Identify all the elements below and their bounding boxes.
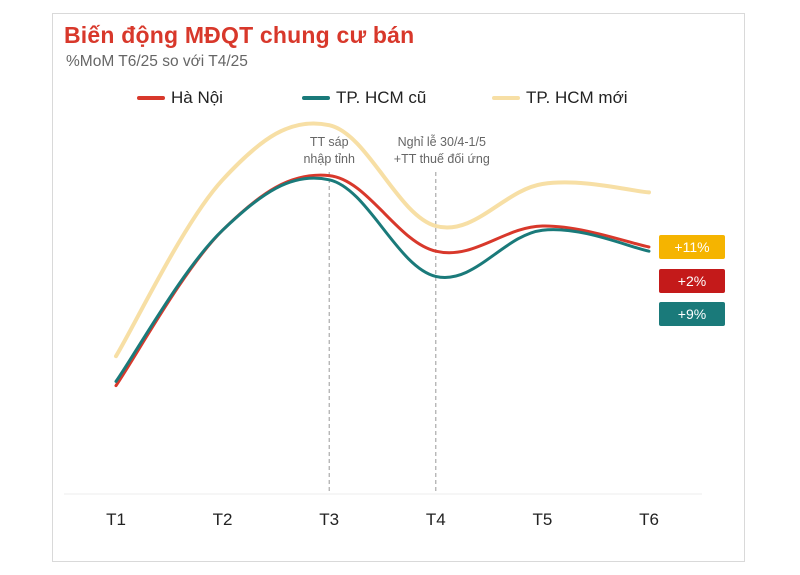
x-tick-label: T5 (532, 510, 552, 529)
legend-label: Hà Nội (171, 88, 223, 107)
annotation-text: nhập tỉnh (303, 152, 354, 166)
annotation-text: Nghỉ lễ 30/4-1/5 (398, 134, 486, 149)
event-annotation: Nghỉ lễ 30/4-1/5 +TT thuế đối ứng (394, 134, 490, 166)
x-tick-label: T6 (639, 510, 659, 529)
end-value-badge: +9% (659, 302, 725, 326)
end-value-badge: +11% (659, 235, 725, 259)
x-tick-label: T3 (319, 510, 339, 529)
legend-swatch (492, 96, 520, 100)
badge-background (659, 235, 725, 259)
badge-text: +9% (678, 306, 706, 322)
legend-item-hcm-cu[interactable]: TP. HCM cũ (302, 88, 426, 108)
badge-background (659, 269, 725, 293)
chart-title: Biến động MĐQT chung cư bán (64, 22, 415, 48)
legend-label: TP. HCM cũ (336, 88, 427, 107)
legend-swatch (137, 96, 165, 100)
legend-swatch (302, 96, 330, 100)
series-line-hcm-cu (114, 176, 651, 383)
legend-item-hcm-moi[interactable]: TP. HCM mới (492, 88, 628, 108)
badge-text: +11% (674, 239, 709, 255)
legend-label: TP. HCM mới (526, 88, 628, 107)
legend-item-ha-noi[interactable]: Hà Nội (137, 88, 223, 108)
x-tick-label: T1 (106, 510, 126, 529)
x-tick-label: T2 (213, 510, 233, 529)
badge-text: +2% (678, 273, 706, 289)
chart-subtitle: %MoM T6/25 so với T4/25 (66, 53, 248, 70)
annotation-text: +TT thuế đối ứng (394, 152, 490, 166)
badge-background (659, 302, 725, 326)
legend: Hà Nội TP. HCM cũ TP. HCM mới (0, 88, 800, 112)
event-annotation: TT sáp nhập tỉnh (303, 135, 354, 166)
series-line-ha-noi (114, 173, 651, 388)
series-line-hcm-moi (114, 121, 651, 359)
end-value-badge: +2% (659, 269, 725, 293)
annotation-text: TT sáp (310, 135, 349, 149)
chart-frame (52, 13, 745, 562)
x-tick-label: T4 (426, 510, 446, 529)
